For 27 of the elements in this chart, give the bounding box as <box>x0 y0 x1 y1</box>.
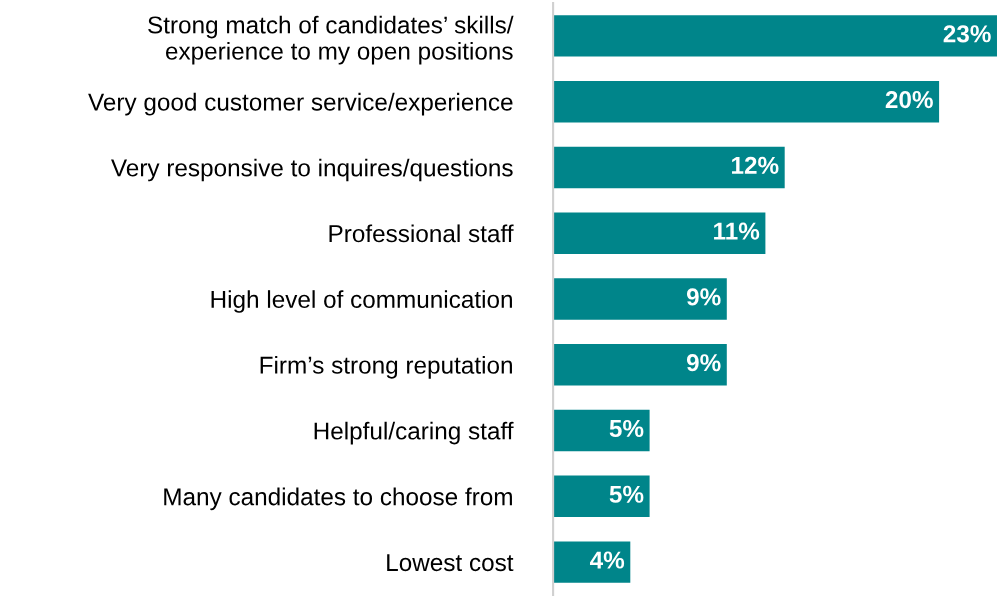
data-label: 9% <box>686 288 721 306</box>
bar <box>553 541 631 583</box>
bar <box>553 344 727 386</box>
bar <box>553 146 785 189</box>
y-tick-label: Many candidates to choose from <box>164 487 512 511</box>
y-tick-label: Firm’s strong reputation <box>260 355 512 379</box>
y-tick-label: Very responsive to inquires/questions <box>111 158 513 182</box>
data-label: 11% <box>714 222 760 240</box>
data-label: 5% <box>609 419 644 438</box>
data-label: 9% <box>686 354 721 372</box>
data-label: 23% <box>943 25 991 43</box>
y-tick-label: High level of communication <box>211 290 512 313</box>
data-label: 20% <box>885 90 933 109</box>
bar <box>553 278 727 320</box>
data-label: 4% <box>589 551 625 569</box>
y-tick-label: Lowest cost <box>387 554 514 572</box>
bar <box>553 80 940 123</box>
bar <box>553 475 650 518</box>
y-tick-label: Very good customer service/experience <box>88 92 513 116</box>
y-tick-label: Strong match of candidates’ skills/ experience to my open positions <box>148 15 514 65</box>
bar <box>553 409 650 452</box>
y-tick-label: Helpful/caring staff <box>314 421 514 445</box>
data-label: 12% <box>732 156 779 174</box>
data-label: 5% <box>609 485 644 503</box>
bar <box>553 15 997 57</box>
y-tick-label: Professional staff <box>329 224 514 243</box>
bar <box>553 212 766 254</box>
